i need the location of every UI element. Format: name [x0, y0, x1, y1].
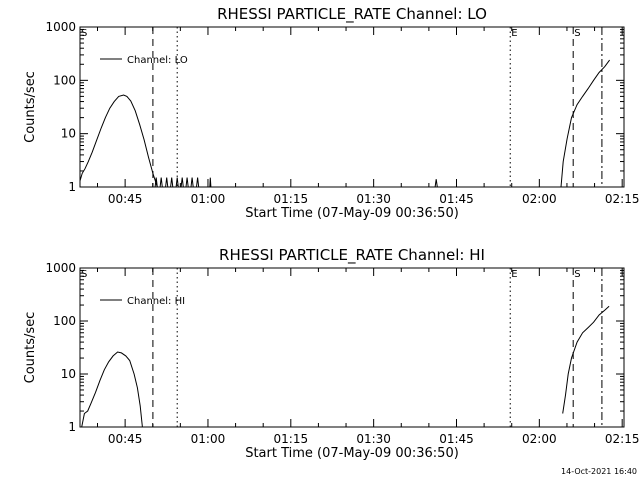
x-tick-label: 01:45 [439, 432, 474, 446]
chart-title: RHESSI PARTICLE_RATE Channel: HI [219, 246, 485, 265]
x-tick-label: 00:45 [108, 192, 143, 206]
x-axis-label: Start Time (07-May-09 00:36:50) [245, 206, 459, 221]
plot-frame [79, 267, 625, 428]
series-line-segment [434, 179, 438, 188]
vertical-marker-label: E [511, 269, 517, 280]
x-tick-label: 01:30 [356, 432, 391, 446]
corner-marker-label: S [81, 28, 87, 39]
panel-lo: RHESSI PARTICLE_RATE Channel: LO 1 10 100 10… [23, 5, 639, 221]
y-tick-label: 10 [61, 127, 76, 141]
vertical-marker-label: S [574, 269, 580, 280]
series-line-segment [81, 351, 143, 428]
plot-frame [79, 26, 625, 188]
y-tick-label: 1 [68, 420, 76, 434]
legend-entry: Channel: HI [127, 296, 185, 307]
chart-title: RHESSI PARTICLE_RATE Channel: LO [217, 5, 487, 24]
series-line-segment [209, 177, 212, 188]
x-tick-label: 02:15 [605, 192, 640, 206]
x-tick-label: 01:00 [191, 432, 226, 446]
legend-entry: Channel: LO [127, 55, 188, 66]
vertical-marker-label: E [511, 28, 517, 39]
y-tick-label: 1 [68, 180, 76, 194]
corner-marker-label: S [81, 269, 87, 280]
x-tick-label: 02:00 [522, 432, 557, 446]
y-axis-label: Counts/sec [23, 312, 38, 384]
series-line-segment [562, 305, 610, 414]
series-line-segment [79, 94, 158, 188]
y-tick-label: 1000 [45, 20, 76, 34]
x-tick-label: 00:45 [108, 432, 143, 446]
y-axis-label: Counts/sec [23, 71, 38, 143]
x-tick-label: 01:00 [191, 192, 226, 206]
x-tick-label: 01:45 [439, 192, 474, 206]
x-tick-label: 02:00 [522, 192, 557, 206]
x-tick-label: 01:15 [274, 192, 309, 206]
y-tick-label: 10 [61, 367, 76, 381]
y-tick-label: 100 [53, 73, 76, 87]
x-tick-label: 02:15 [605, 432, 640, 446]
series-line-segment [560, 59, 611, 188]
vertical-marker-label: S [574, 28, 580, 39]
x-axis-label: Start Time (07-May-09 00:36:50) [245, 446, 459, 461]
series-line-segment [154, 177, 200, 188]
x-tick-label: 01:15 [274, 432, 309, 446]
panel-hi: RHESSI PARTICLE_RATE Channel: HI 1 10 100 10… [23, 246, 639, 461]
y-tick-label: 100 [53, 314, 76, 328]
y-tick-label: 1000 [45, 261, 76, 275]
footer-timestamp: 14-Oct-2021 16:40 [561, 467, 637, 476]
x-tick-label: 01:30 [356, 192, 391, 206]
